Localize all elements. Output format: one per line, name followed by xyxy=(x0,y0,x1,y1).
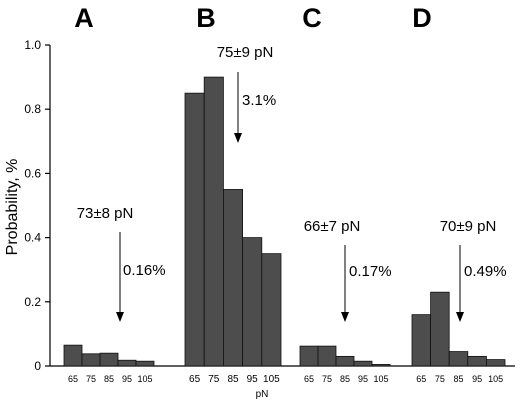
x-tick-label: 75 xyxy=(435,374,445,384)
force-annotation: 73±8 pN xyxy=(77,205,134,222)
x-tick-label: 105 xyxy=(263,374,280,385)
panel-letter: A xyxy=(74,3,94,33)
force-annotation: 75±9 pN xyxy=(217,44,274,61)
bar xyxy=(485,359,506,367)
bar xyxy=(135,360,155,367)
x-tick-label: 95 xyxy=(472,374,482,384)
bar xyxy=(353,360,373,367)
y-tick-label: 0.2 xyxy=(24,295,41,309)
panel-letter: C xyxy=(302,3,322,33)
bar xyxy=(99,352,119,367)
x-tick-label: 75 xyxy=(208,374,220,385)
bar xyxy=(448,351,469,367)
x-tick-label: 75 xyxy=(322,374,332,384)
bar xyxy=(242,237,263,367)
arrow-head xyxy=(341,312,349,322)
y-tick-label: 0 xyxy=(34,359,41,373)
y-tick-label: 1.0 xyxy=(24,38,41,52)
x-tick-label: 95 xyxy=(358,374,368,384)
bar xyxy=(411,314,432,367)
y-axis-label: Probability, % xyxy=(4,159,21,256)
bar xyxy=(63,344,83,367)
bar xyxy=(335,355,355,367)
x-tick-label: 95 xyxy=(247,374,259,385)
y-tick-label: 0.4 xyxy=(24,231,41,245)
bar xyxy=(299,345,319,367)
panel-c: C 65 75 85 95 105 66±7 pN 0.17% xyxy=(299,3,392,384)
bar xyxy=(317,345,337,367)
bar xyxy=(261,253,282,367)
arrow-head xyxy=(116,312,124,322)
force-annotation: 66±7 pN xyxy=(304,218,361,235)
bar xyxy=(371,363,391,367)
force-annotation: 70±9 pN xyxy=(440,218,497,235)
bar xyxy=(467,355,487,367)
x-tick-label: 95 xyxy=(122,374,132,384)
x-tick-label: 85 xyxy=(104,374,114,384)
x-tick-label: 85 xyxy=(340,374,350,384)
panel-letter: D xyxy=(412,3,432,33)
percent-annotation: 0.16% xyxy=(123,262,166,279)
x-tick-label: 65 xyxy=(304,374,314,384)
x-tick-label: 105 xyxy=(373,374,388,384)
panel-letter: B xyxy=(196,3,216,33)
bar xyxy=(203,76,224,367)
percent-annotation: 3.1% xyxy=(242,92,276,109)
panel-a: A 65 75 85 95 105 73±8 pN 0.16% xyxy=(63,3,166,384)
bar xyxy=(222,189,243,367)
x-axis-label: pN xyxy=(256,389,269,400)
y-tick-label: 0.6 xyxy=(24,166,41,180)
x-tick-label: 65 xyxy=(416,374,426,384)
x-tick-label: 85 xyxy=(453,374,463,384)
x-tick-label: 105 xyxy=(488,374,503,384)
arrow-head xyxy=(234,133,242,143)
bar xyxy=(117,359,137,367)
x-tick-label: 85 xyxy=(227,374,239,385)
x-tick-label: 65 xyxy=(68,374,78,384)
panel-b: B 65 75 85 95 105 75±9 pN 3.1% xyxy=(184,3,282,385)
bar xyxy=(430,291,450,367)
y-tick-label: 0.8 xyxy=(24,102,41,116)
bar xyxy=(81,353,101,367)
percent-annotation: 0.49% xyxy=(464,263,507,280)
x-tick-label: 75 xyxy=(86,374,96,384)
bar xyxy=(184,92,205,367)
arrow-head xyxy=(456,312,464,322)
x-tick-label: 65 xyxy=(189,374,201,385)
x-tick-label: 105 xyxy=(137,374,152,384)
panels: A 65 75 85 95 105 73±8 pN 0.16% B 65 75 85 95 105 75±9… xyxy=(63,3,507,385)
panel-d: D 65 75 85 95 105 70±9 pN 0.49% xyxy=(411,3,507,384)
percent-annotation: 0.17% xyxy=(349,263,392,280)
